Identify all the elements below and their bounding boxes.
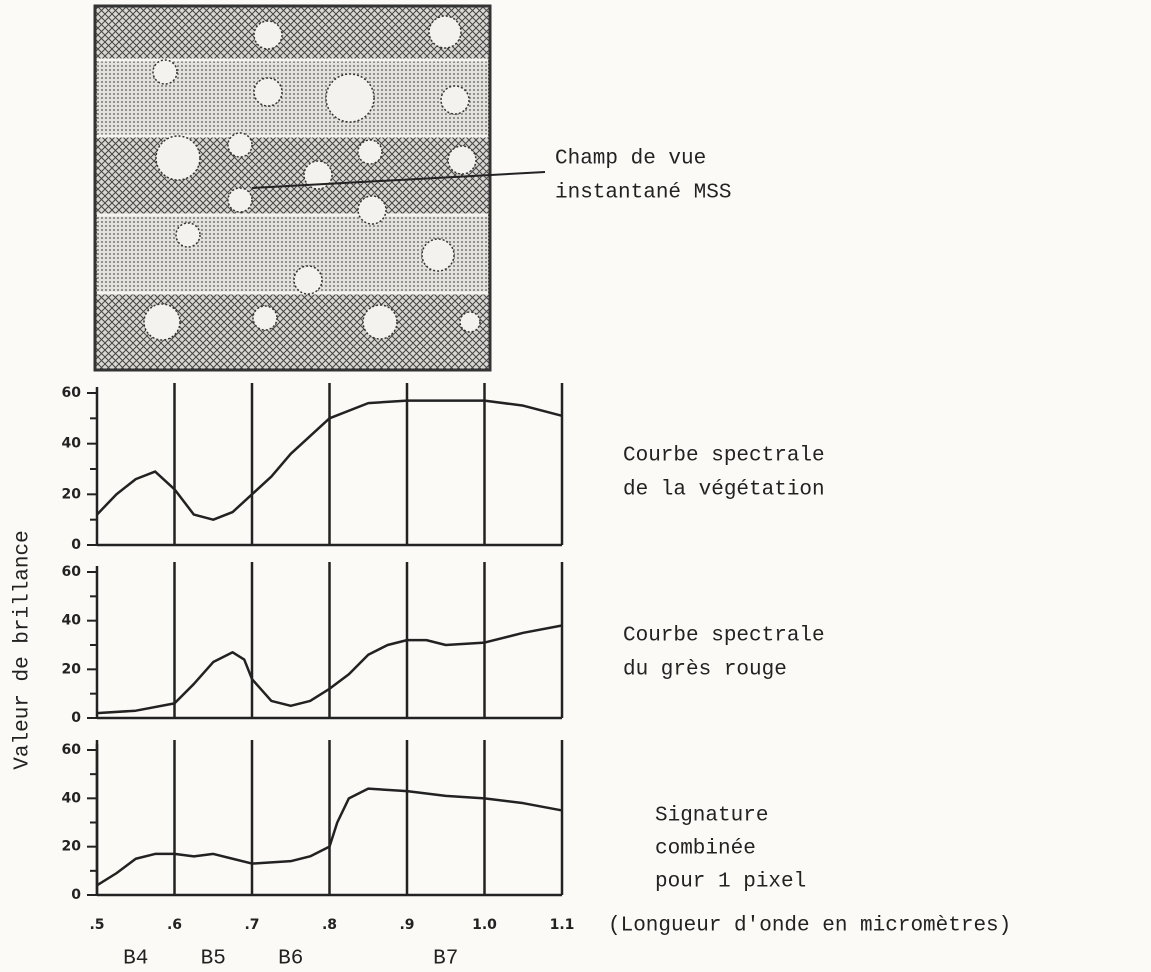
y-tick-label: 0 (71, 710, 81, 726)
chart-title: de la végétation (623, 479, 825, 502)
y-tick-label: 0 (71, 537, 81, 553)
band-label: B6 (278, 948, 303, 971)
y-tick-label: 60 (62, 742, 82, 758)
y-tick-label: 40 (62, 436, 82, 452)
band-label: B5 (201, 948, 226, 971)
chart-title: pour 1 pixel (655, 871, 806, 894)
field-illustration (93, 4, 546, 372)
y-tick-label: 60 (62, 385, 82, 401)
band-label: B4 (123, 948, 148, 971)
figure-label: Champ de vue (555, 148, 706, 171)
chart-title: Courbe spectrale (623, 445, 825, 468)
x-tick-label: .5 (89, 917, 104, 933)
spectral-curve (96, 624, 563, 715)
x-tick-label: 1.0 (472, 917, 497, 933)
x-tick-label: .8 (322, 917, 337, 933)
x-tick-label: .6 (167, 917, 182, 933)
y-tick-label: 40 (62, 613, 82, 629)
chart-title: du grès rouge (623, 659, 787, 682)
y-tick-label: 20 (62, 661, 82, 677)
band-label: B7 (433, 948, 458, 971)
figure-label: instantané MSS (555, 182, 731, 205)
x-tick-label: .7 (244, 917, 259, 933)
chart-title: Signature (655, 805, 768, 828)
spectral-curve (96, 399, 563, 521)
x-tick-label: 1.1 (550, 917, 575, 933)
y-tick-label: 0 (71, 887, 81, 903)
y-axis-label: Valeur de brillance (12, 530, 35, 769)
y-tick-label: 60 (62, 564, 82, 580)
y-tick-label: 20 (62, 839, 82, 855)
y-tick-label: 40 (62, 790, 82, 806)
chart-title: Courbe spectrale (623, 625, 825, 648)
spectral-curve (96, 787, 563, 887)
y-tick-label: 20 (62, 486, 82, 502)
x-tick-label: .9 (399, 917, 414, 933)
chart-title: combinée (655, 838, 756, 861)
x-axis-label: (Longueur d'onde en micromètres) (608, 915, 1011, 938)
